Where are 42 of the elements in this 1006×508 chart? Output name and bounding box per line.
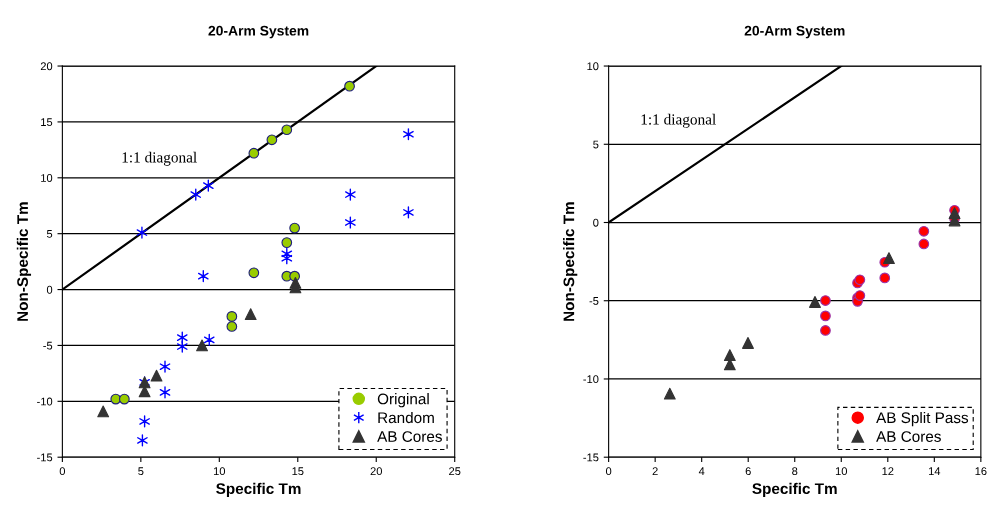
y-tick-label: 20 (40, 62, 53, 71)
y-tick-label: -10 (37, 397, 53, 406)
x-tick-label: 5 (138, 467, 144, 476)
x-tick-label: 2 (652, 467, 658, 475)
x-tick-label: 16 (975, 467, 987, 476)
chart-title: 20-Arm System (744, 25, 845, 39)
chart-title: 20-Arm System (208, 25, 309, 39)
x-tick-label: 10 (213, 467, 226, 476)
y-tick-label: 0 (46, 285, 53, 294)
y-tick-label: 5 (46, 230, 53, 238)
x-tick-label: 0 (59, 467, 66, 476)
y-tick-label: -15 (583, 453, 599, 462)
legend-label: AB Cores (377, 431, 442, 442)
x-tick-label: 14 (928, 467, 941, 475)
y-tick-label: 0 (593, 218, 599, 227)
x-tick-label: 8 (792, 467, 798, 476)
y-tick-label: -5 (43, 341, 53, 350)
x-tick-label: 15 (292, 467, 304, 476)
y-tick-label: -5 (589, 297, 599, 305)
annotation: 1:1 diagonal (641, 113, 716, 128)
x-tick-label: 0 (605, 467, 612, 476)
y-tick-label: 5 (593, 140, 599, 149)
legend-label: Random (378, 411, 434, 424)
x-tick-label: 4 (698, 467, 705, 475)
y-tick-label: -15 (37, 453, 53, 462)
legend-label: Original (377, 393, 429, 408)
x-axis-title: Specific Tm (216, 482, 301, 498)
x-tick-label: 25 (449, 467, 461, 476)
y-tick-label: 10 (587, 62, 599, 71)
x-tick-label: 10 (835, 467, 848, 476)
legend-label: AB Cores (876, 431, 941, 442)
x-axis-title: Specific Tm (752, 482, 837, 498)
x-tick-label: 12 (882, 467, 894, 475)
y-tick-label: -10 (583, 375, 599, 384)
x-tick-label: 20 (370, 467, 382, 476)
y-tick-label: 10 (41, 174, 53, 182)
y-axis-title: Non-Specific Tm (16, 202, 32, 321)
legend-label: AB Split Pass (876, 411, 969, 427)
x-tick-label: 6 (745, 467, 751, 476)
y-tick-label: 15 (41, 118, 53, 127)
annotation: 1:1 diagonal (122, 151, 197, 166)
y-axis-title: Non-Specific Tm (563, 202, 578, 321)
